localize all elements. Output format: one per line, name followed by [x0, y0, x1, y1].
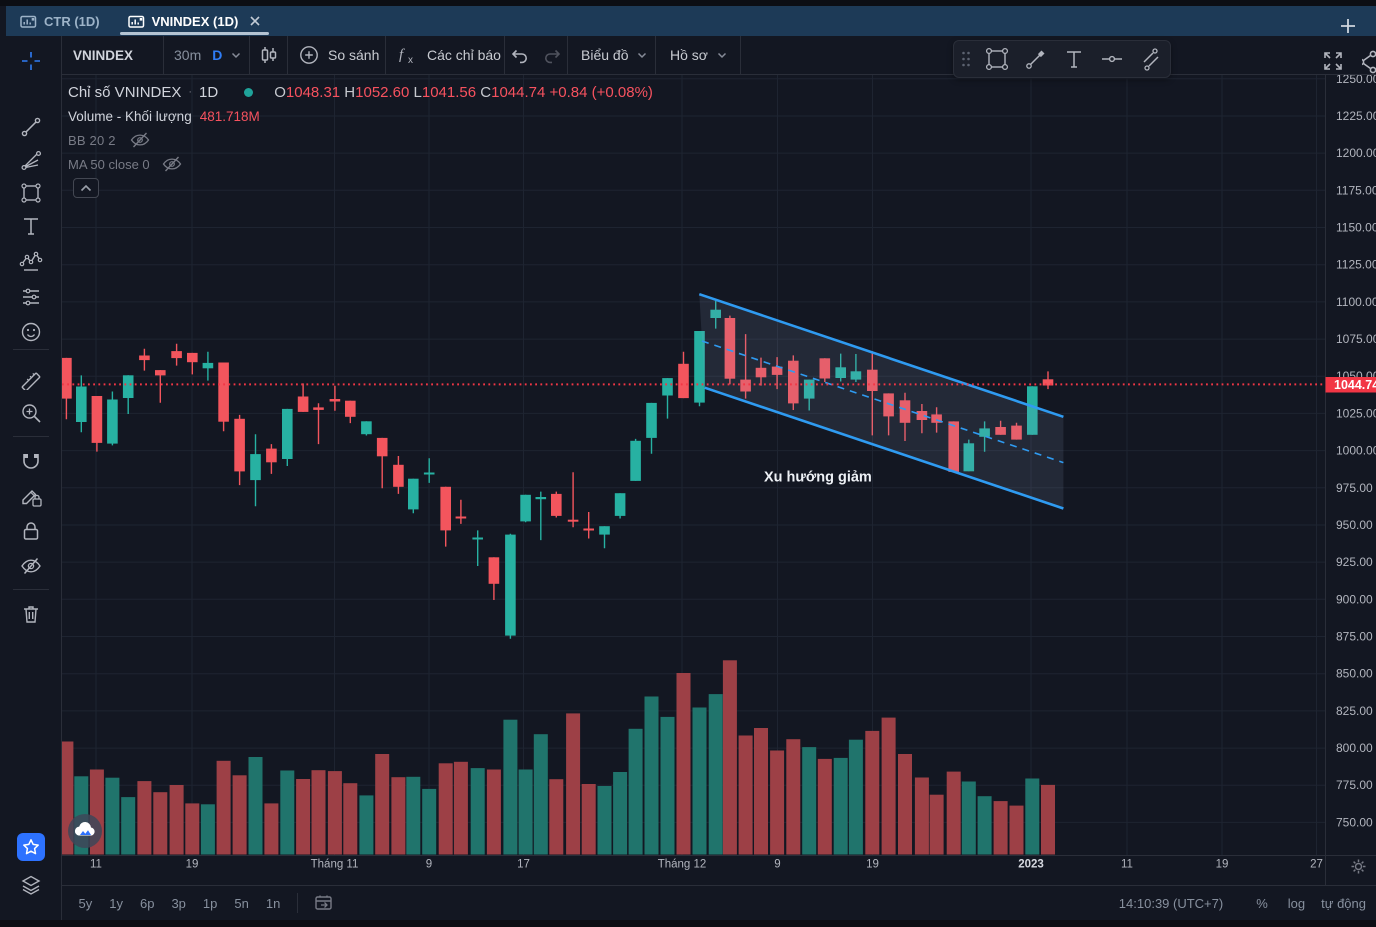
- svg-text:1225.00: 1225.00: [1336, 109, 1376, 123]
- svg-text:11: 11: [90, 859, 102, 871]
- svg-text:19: 19: [186, 859, 199, 871]
- svg-text:Tháng 12: Tháng 12: [658, 859, 707, 871]
- svg-text:19: 19: [1216, 859, 1229, 871]
- svg-text:1150.00: 1150.00: [1336, 221, 1376, 235]
- svg-text:850.00: 850.00: [1336, 667, 1373, 681]
- svg-text:1250.00: 1250.00: [1336, 75, 1376, 86]
- svg-text:2023: 2023: [1018, 859, 1044, 871]
- svg-text:875.00: 875.00: [1336, 630, 1373, 644]
- svg-text:775.00: 775.00: [1336, 778, 1373, 792]
- svg-text:9: 9: [774, 859, 780, 871]
- svg-text:f: f: [399, 47, 405, 63]
- svg-text:925.00: 925.00: [1336, 555, 1373, 569]
- svg-text:950.00: 950.00: [1336, 518, 1373, 532]
- svg-text:19: 19: [866, 859, 879, 871]
- svg-text:900.00: 900.00: [1336, 592, 1373, 606]
- svg-text:800.00: 800.00: [1336, 741, 1373, 755]
- svg-text:750.00: 750.00: [1336, 815, 1373, 829]
- svg-text:825.00: 825.00: [1336, 704, 1373, 718]
- svg-text:Tháng 11: Tháng 11: [311, 859, 359, 871]
- svg-text:1100.00: 1100.00: [1336, 295, 1376, 309]
- svg-text:x: x: [408, 55, 413, 66]
- svg-text:1025.00: 1025.00: [1336, 406, 1376, 420]
- svg-text:1125.00: 1125.00: [1336, 258, 1376, 272]
- svg-text:17: 17: [517, 859, 530, 871]
- svg-text:975.00: 975.00: [1336, 481, 1373, 495]
- svg-text:11: 11: [1121, 859, 1133, 871]
- svg-text:Xu hướng giảm: Xu hướng giảm: [764, 470, 872, 486]
- svg-text:27: 27: [1310, 859, 1323, 871]
- svg-text:1175.00: 1175.00: [1336, 183, 1376, 197]
- svg-text:1200.00: 1200.00: [1336, 146, 1376, 160]
- svg-text:9: 9: [426, 859, 432, 871]
- svg-text:1000.00: 1000.00: [1336, 444, 1376, 458]
- svg-text:1044.74: 1044.74: [1334, 378, 1376, 392]
- svg-text:1075.00: 1075.00: [1336, 332, 1376, 346]
